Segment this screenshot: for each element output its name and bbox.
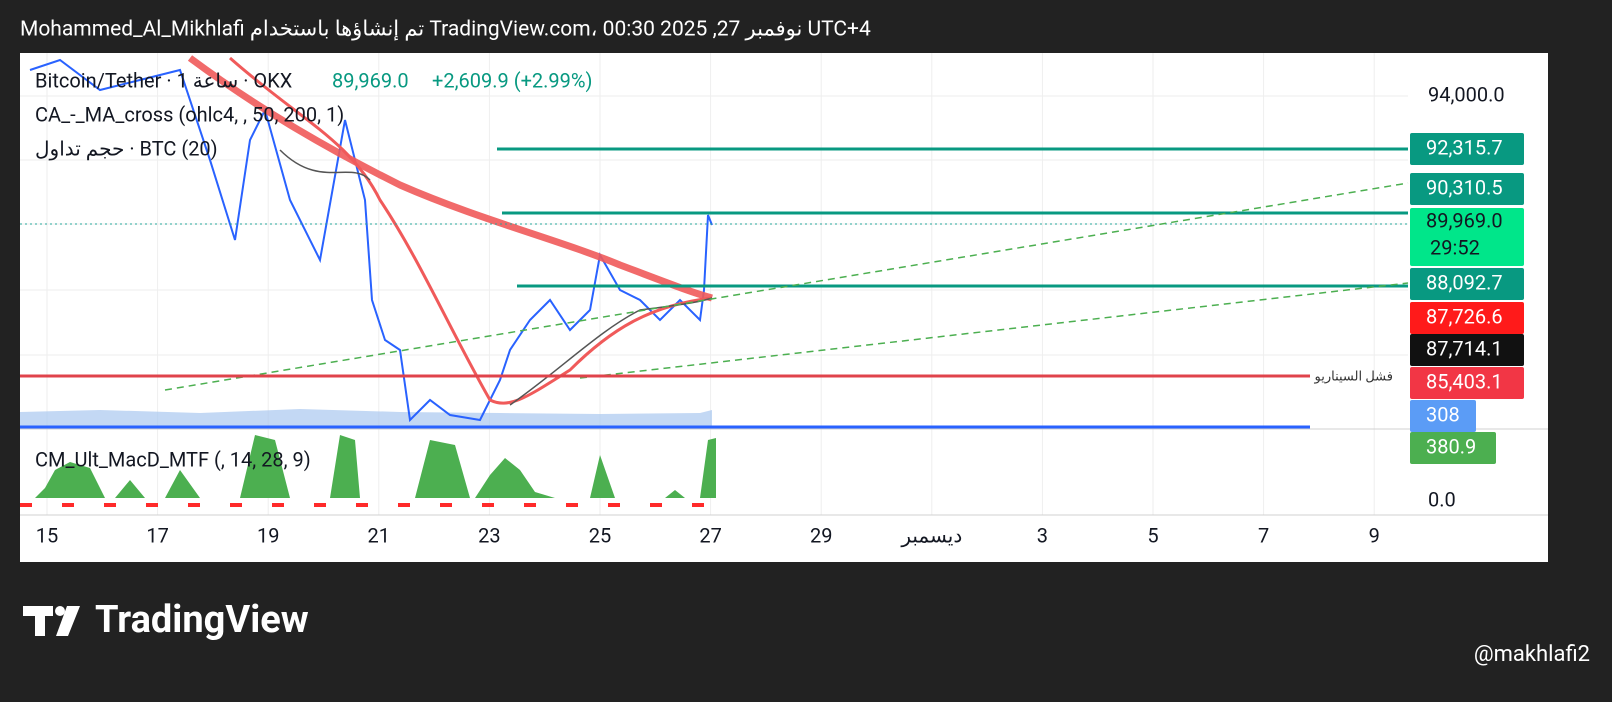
time-axis-label: 5 <box>1147 523 1158 547</box>
legend-volume: حجم تداول · BTC (20) <box>35 136 218 160</box>
price-tag <box>1410 133 1524 165</box>
header-title: Mohammed_Al_Mikhlafi تم إنشاؤها باستخدام… <box>20 18 871 42</box>
time-axis-label: 27 <box>699 523 721 547</box>
legend-change: +2,609.9 (+2.99%) <box>432 68 593 92</box>
price-axis-label: 0.0 <box>1428 487 1456 511</box>
time-axis-label: 15 <box>36 523 58 547</box>
price-tag-label: 308 <box>1426 402 1460 426</box>
time-axis-label: 3 <box>1037 523 1048 547</box>
time-axis-label: 7 <box>1258 523 1269 547</box>
price-tag-label: 87,714.1 <box>1426 336 1503 360</box>
time-axis-label: 25 <box>589 523 611 547</box>
time-axis-label: ديسمبر <box>900 523 962 547</box>
price-tag <box>1410 173 1524 205</box>
time-axis-label: 21 <box>368 523 390 547</box>
price-tag <box>1410 268 1524 300</box>
price-tag <box>1410 432 1496 464</box>
price-tag-label: 87,726.6 <box>1426 304 1503 328</box>
time-axis-label: 17 <box>146 523 168 547</box>
time-axis-label: 19 <box>257 523 279 547</box>
time-axis-label: 29 <box>810 523 832 547</box>
price-tag <box>1410 400 1476 432</box>
time-axis-label: 23 <box>478 523 500 547</box>
price-tag-label: 88,092.7 <box>1426 270 1503 294</box>
brand-logo <box>23 606 80 636</box>
legend-macd: CM_Ult_MacD_MTF (, 14, 28, 9) <box>35 447 311 471</box>
price-tag <box>1410 367 1524 399</box>
price-tag-label: 90,310.5 <box>1426 175 1503 199</box>
legend-price: 89,969.0 <box>332 68 409 92</box>
legend-symbol: Bitcoin/Tether · 1 ساعة · OKX <box>35 68 293 92</box>
price-tag <box>1410 334 1524 366</box>
price-tag-label: 89,969.0 <box>1426 208 1503 232</box>
price-tag-label: 92,315.7 <box>1426 135 1503 159</box>
price-tag <box>1410 302 1524 334</box>
brand-name: TradingView <box>95 598 309 642</box>
countdown: 29:52 <box>1430 235 1480 259</box>
user-handle: @makhlafi2 <box>1474 642 1590 667</box>
price-tag-label: 85,403.1 <box>1426 369 1503 393</box>
price-axis-label: 94,000.0 <box>1428 82 1505 106</box>
price-tag-label: 380.9 <box>1426 434 1476 458</box>
time-axis-label: 9 <box>1369 523 1380 547</box>
annotation: فشل السيناريو <box>1314 369 1393 384</box>
legend-ma-cross: CA_-_MA_cross (ohlc4, , 50, 200, 1) <box>35 102 344 126</box>
price-tag <box>1410 208 1524 266</box>
